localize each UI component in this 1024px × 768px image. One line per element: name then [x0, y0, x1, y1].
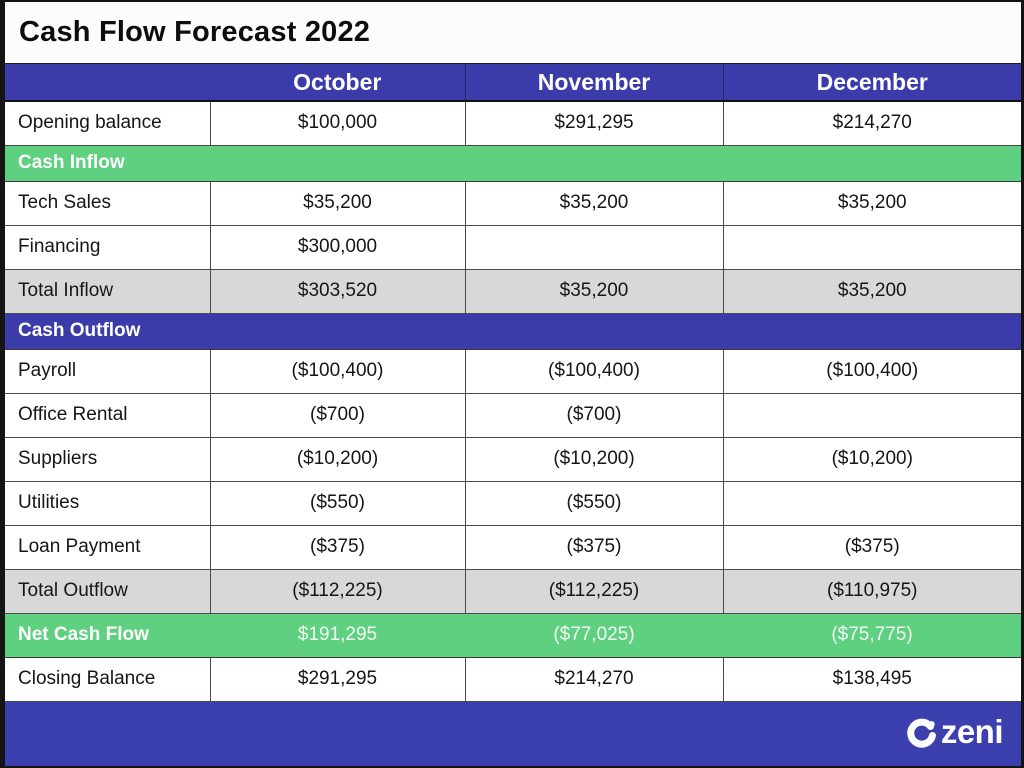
row-value: ($550) — [209, 481, 465, 526]
row-value: $35,200 — [464, 181, 723, 226]
row-value: ($75,775) — [723, 613, 1021, 658]
row-value: ($100,400) — [722, 349, 1021, 394]
table-row: Financing $300,000 — [5, 225, 1021, 270]
row-value: $138,495 — [722, 657, 1021, 702]
table-row: Loan Payment ($375) ($375) ($375) — [5, 525, 1021, 570]
zeni-logo: zeni — [903, 713, 1004, 752]
row-value: $191,295 — [210, 613, 465, 658]
zeni-ring-icon — [903, 716, 939, 752]
row-value — [464, 225, 723, 270]
column-header-october: October — [210, 64, 465, 102]
row-value: ($112,225) — [464, 569, 723, 614]
table-row: Utilities ($550) ($550) — [5, 481, 1021, 526]
row-label-utilities: Utilities — [5, 481, 210, 526]
row-value: $35,200 — [722, 181, 1021, 226]
row-value — [722, 393, 1021, 438]
row-value — [722, 225, 1021, 270]
section-header-cash-outflow: Cash Outflow — [5, 313, 1021, 350]
row-value: $303,520 — [209, 269, 465, 314]
section-label: Cash Inflow — [5, 145, 1021, 182]
table-row-net-cash-flow: Net Cash Flow $191,295 ($77,025) ($75,77… — [5, 613, 1021, 658]
table-header-row: October November December — [5, 64, 1021, 102]
row-value: ($700) — [209, 393, 465, 438]
section-label: Cash Outflow — [5, 313, 1021, 350]
row-value: ($100,400) — [209, 349, 465, 394]
row-value: ($375) — [209, 525, 465, 570]
row-value: ($10,200) — [209, 437, 465, 482]
row-value: ($375) — [722, 525, 1021, 570]
column-header-blank — [5, 64, 210, 102]
row-value — [722, 481, 1021, 526]
row-value: $214,270 — [464, 657, 723, 702]
row-value: $214,270 — [722, 101, 1021, 146]
row-label-total-inflow: Total Inflow — [5, 269, 210, 314]
table-row-total-inflow: Total Inflow $303,520 $35,200 $35,200 — [5, 269, 1021, 314]
row-value: ($550) — [464, 481, 723, 526]
title-bar: Cash Flow Forecast 2022 — [5, 2, 1021, 64]
row-value: ($700) — [464, 393, 723, 438]
row-label-opening-balance: Opening balance — [5, 101, 210, 146]
table-row-total-outflow: Total Outflow ($112,225) ($112,225) ($11… — [5, 569, 1021, 614]
row-label-suppliers: Suppliers — [5, 437, 210, 482]
row-label-net-cash-flow: Net Cash Flow — [5, 613, 210, 658]
row-value: $291,295 — [464, 101, 723, 146]
cash-flow-table: October November December Opening balanc… — [5, 64, 1021, 702]
table-row: Opening balance $100,000 $291,295 $214,2… — [5, 101, 1021, 146]
table-row: Tech Sales $35,200 $35,200 $35,200 — [5, 181, 1021, 226]
row-value: ($110,975) — [722, 569, 1021, 614]
row-label-tech-sales: Tech Sales — [5, 181, 210, 226]
row-value: ($10,200) — [722, 437, 1021, 482]
row-value: $300,000 — [209, 225, 465, 270]
row-value: ($375) — [464, 525, 723, 570]
section-header-cash-inflow: Cash Inflow — [5, 145, 1021, 182]
row-value: ($77,025) — [465, 613, 723, 658]
row-label-payroll: Payroll — [5, 349, 210, 394]
page-title: Cash Flow Forecast 2022 — [19, 16, 371, 48]
row-label-total-outflow: Total Outflow — [5, 569, 210, 614]
row-label-office-rental: Office Rental — [5, 393, 210, 438]
footer-bar: zeni — [5, 701, 1021, 766]
table-row: Office Rental ($700) ($700) — [5, 393, 1021, 438]
row-label-loan-payment: Loan Payment — [5, 525, 210, 570]
table-row: Payroll ($100,400) ($100,400) ($100,400) — [5, 349, 1021, 394]
row-value: ($112,225) — [209, 569, 465, 614]
column-header-december: December — [722, 64, 1021, 102]
row-value: ($10,200) — [464, 437, 723, 482]
row-value: $100,000 — [209, 101, 465, 146]
row-label-financing: Financing — [5, 225, 210, 270]
row-value: $291,295 — [209, 657, 465, 702]
row-value: ($100,400) — [464, 349, 723, 394]
table-row: Suppliers ($10,200) ($10,200) ($10,200) — [5, 437, 1021, 482]
row-value: $35,200 — [722, 269, 1021, 314]
row-value: $35,200 — [209, 181, 465, 226]
column-header-november: November — [464, 64, 723, 102]
row-label-closing-balance: Closing Balance — [5, 657, 210, 702]
row-value: $35,200 — [464, 269, 723, 314]
table-row: Closing Balance $291,295 $214,270 $138,4… — [5, 657, 1021, 702]
zeni-wordmark: zeni — [940, 713, 1004, 751]
